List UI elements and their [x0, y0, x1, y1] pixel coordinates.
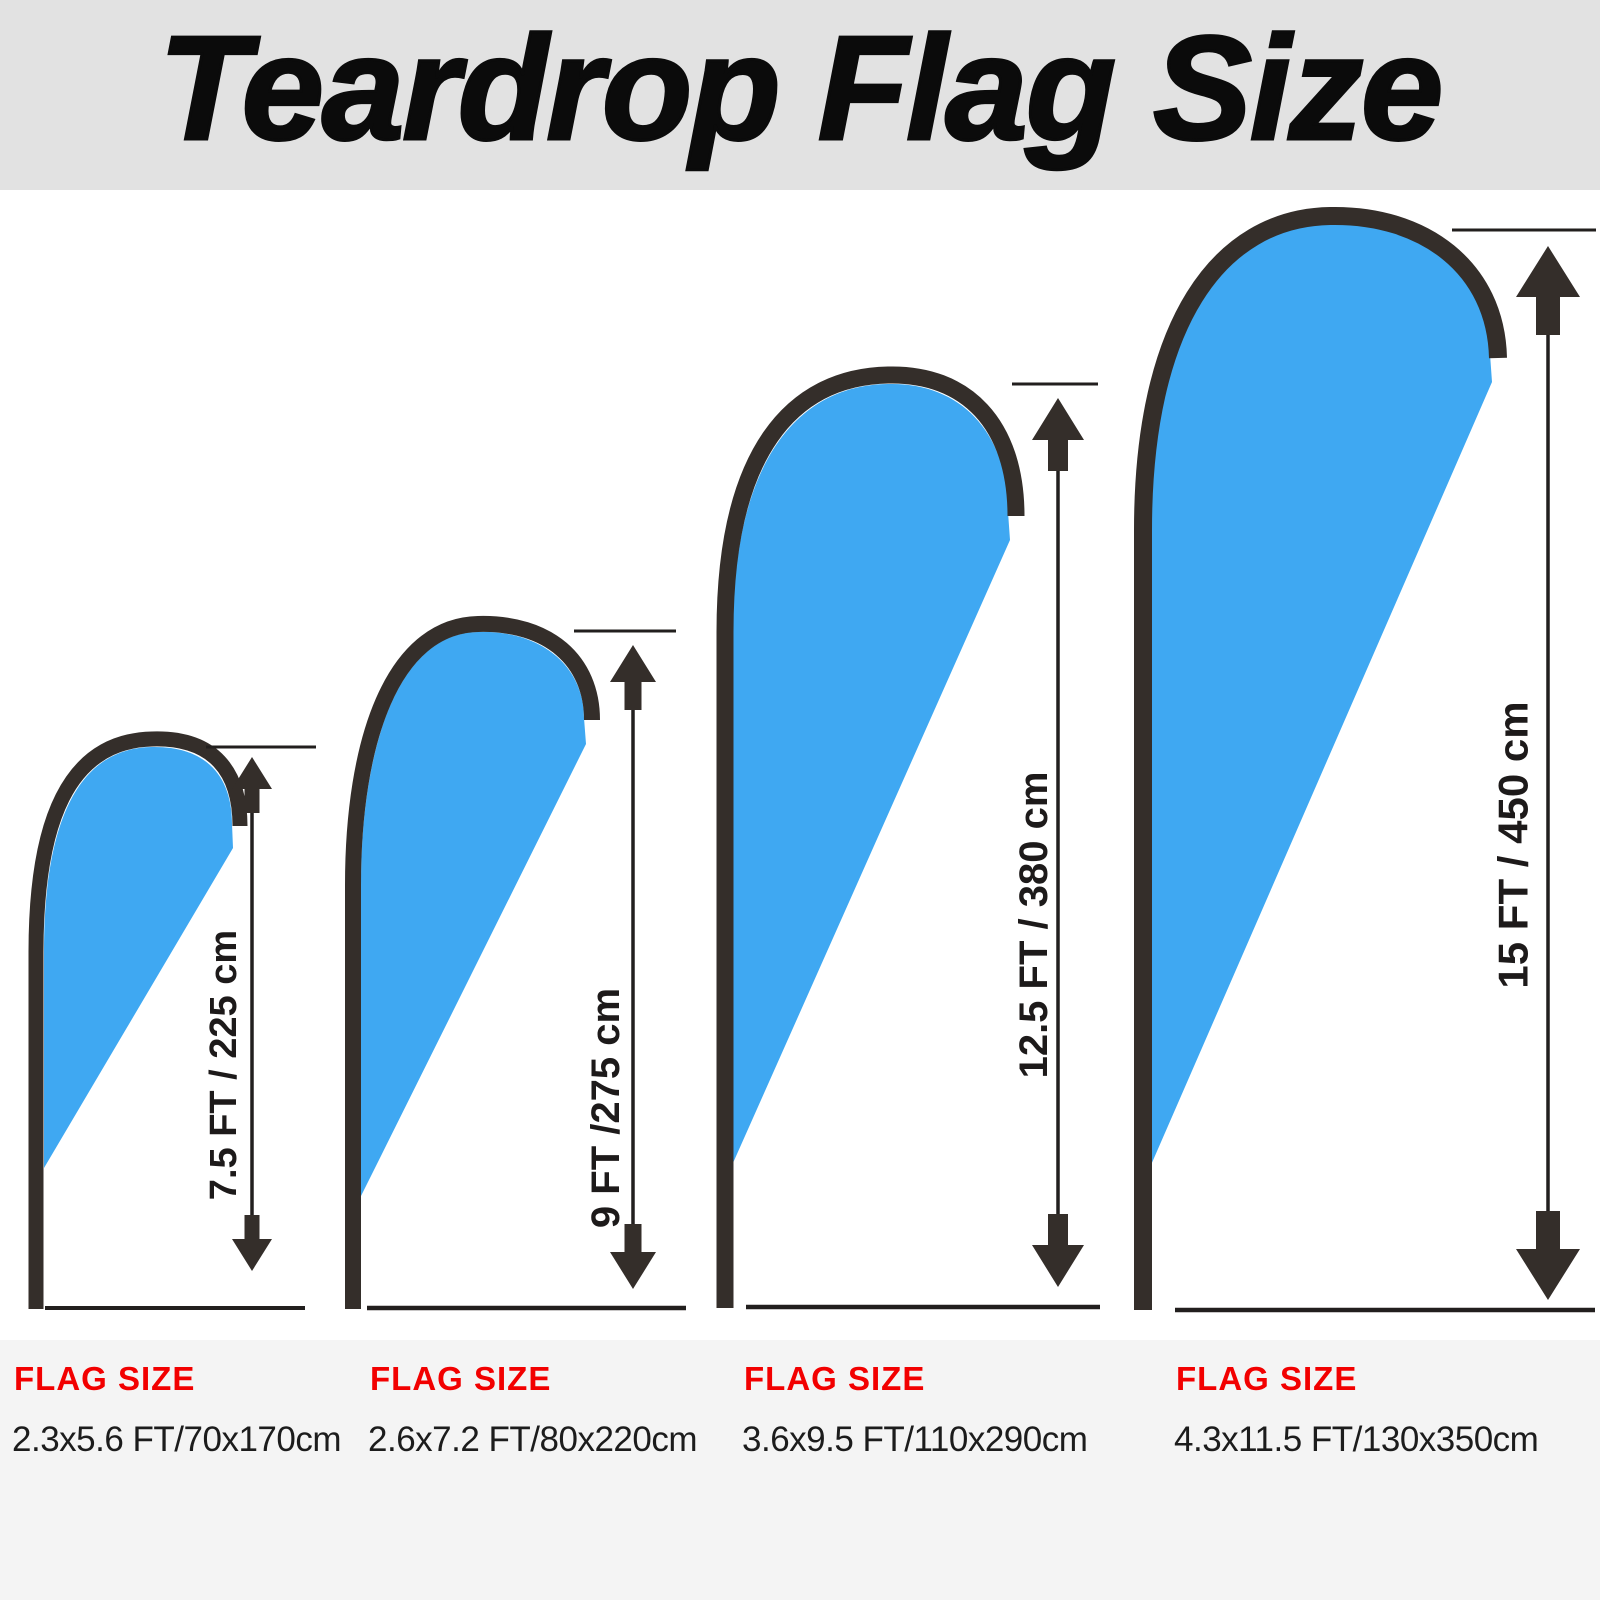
flag-fabric [733, 383, 1010, 1163]
flag-size-heading: FLAG SIZE [744, 1360, 926, 1397]
arrow-down-head-icon [1516, 1211, 1580, 1300]
flag-pole [1134, 206, 1507, 1310]
flag-group-4: 15 FT / 450 cm [1134, 206, 1596, 1313]
flag-dimensions-label: 2.3x5.6 FT/70x170cm [12, 1420, 342, 1459]
height-arrow [1516, 246, 1580, 1300]
title-banner: Teardrop Flag Size [0, 0, 1600, 190]
flag-height-label: 12.5 FT / 380 cm [1012, 772, 1056, 1079]
height-arrow [610, 645, 656, 1289]
flag-pole [28, 731, 248, 1309]
arrow-up-head-icon [232, 757, 272, 813]
arrow-down-head-icon [610, 1224, 656, 1289]
flag-fabric [361, 631, 586, 1196]
flag-fabric [44, 746, 233, 1168]
flag-fabric [1151, 223, 1492, 1166]
height-arrow [232, 757, 272, 1271]
arrow-up-head-icon [1032, 398, 1084, 471]
arrow-up-head-icon [610, 645, 656, 710]
flag-height-label: 9 FT /275 cm [584, 988, 628, 1228]
flag-group-1: 7.5 FT / 225 cm [28, 731, 316, 1310]
flag-dimensions-label: 4.3x11.5 FT/130x350cm [1174, 1420, 1539, 1459]
flag-size-heading: FLAG SIZE [370, 1360, 552, 1397]
flag-height-label: 15 FT / 450 cm [1490, 701, 1537, 988]
flag-size-heading: FLAG SIZE [14, 1360, 196, 1397]
flag-pole [345, 615, 600, 1309]
flag-group-3: 12.5 FT / 380 cm [716, 366, 1100, 1310]
arrow-down-head-icon [232, 1215, 272, 1271]
arrow-down-head-icon [1032, 1214, 1084, 1287]
flag-group-2: 9 FT /275 cm [345, 615, 686, 1311]
spec-footer: FLAG SIZE 2.3x5.6 FT/70x170cm FLAG SIZE … [0, 1340, 1600, 1600]
flag-dimensions-label: 3.6x9.5 FT/110x290cm [742, 1420, 1088, 1459]
height-arrow [1032, 398, 1084, 1287]
flag-dimensions-label: 2.6x7.2 FT/80x220cm [368, 1420, 698, 1459]
flag-height-label: 7.5 FT / 225 cm [203, 930, 245, 1200]
arrow-up-head-icon [1516, 246, 1580, 335]
flag-size-heading: FLAG SIZE [1176, 1360, 1358, 1397]
page-title: Teardrop Flag Size [157, 5, 1445, 173]
flag-pole [716, 366, 1025, 1308]
